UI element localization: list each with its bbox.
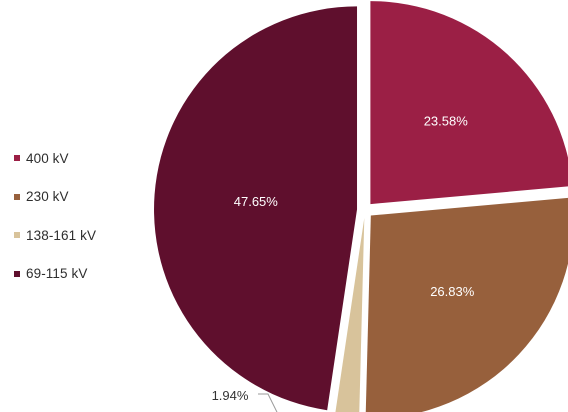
legend-item-400kv: 400 kV [14,148,96,168]
legend-swatch-138-161kv [14,232,20,238]
legend-label-230kv: 230 kV [26,189,69,204]
legend-item-69-115kv: 69-115 kV [14,264,96,284]
legend-item-138-161kv: 138-161 kV [14,225,96,245]
data-label-69-115kv: 47.65% [234,194,279,209]
legend-swatch-69-115kv [14,270,20,277]
data-label-230kv: 26.83% [430,284,475,299]
legend-swatch-400kv [14,155,20,161]
leader-line-138-161kv [258,393,278,412]
pie-slice-400kv [370,1,568,205]
legend-label-138-161kv: 138-161 kV [26,227,97,243]
legend: 400 kV 230 kV 138-161 kV 69-115 kV [14,148,96,284]
legend-label-69-115kv: 69-115 kV [26,266,88,281]
pie-slice-230kv [365,197,568,412]
legend-swatch-230kv [14,193,20,200]
data-label-138-161kv: 1.94% [212,388,249,403]
legend-item-230kv: 230 kV [14,187,96,207]
pie-slice-69-115kv [154,6,358,411]
pie-slice-138-161kv [335,217,365,412]
data-label-400kv: 23.58% [424,114,469,129]
legend-label-400kv: 400 kV [26,150,69,166]
